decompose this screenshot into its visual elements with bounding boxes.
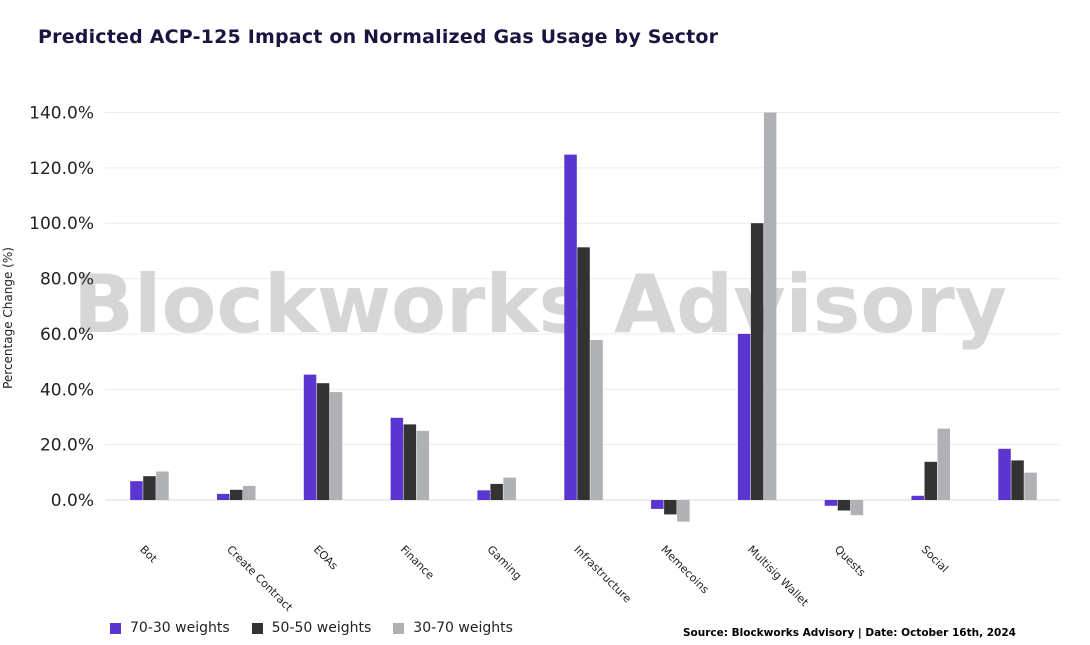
legend-swatch-30-70 (393, 622, 405, 634)
y-tick-label: 0.0% (51, 491, 94, 511)
bar-finance-s2[interactable] (416, 430, 430, 500)
x-tick-label: Create Contract (224, 543, 295, 614)
legend: 70-30 weights 50-50 weights 30-70 weight… (110, 620, 535, 636)
x-tick-label: Quests (832, 543, 868, 579)
bar-memecoins-s0[interactable] (651, 500, 664, 509)
y-tick-label: 60.0% (40, 325, 94, 345)
legend-swatch-50-50 (251, 622, 263, 634)
bar-unlabeled-s1[interactable] (1011, 460, 1024, 500)
bar-gaming-s2[interactable] (503, 477, 516, 500)
bar-quests-s2[interactable] (850, 500, 864, 516)
legend-label: 50-50 weights (271, 620, 372, 636)
bar-multisig-wallet-s0[interactable] (737, 333, 751, 500)
bars (130, 112, 1037, 522)
y-tick-label: 40.0% (40, 380, 94, 400)
bar-create-contract-s0[interactable] (217, 493, 230, 500)
bar-unlabeled-s0[interactable] (998, 448, 1011, 500)
bar-gaming-s1[interactable] (490, 483, 503, 500)
bar-social-s0[interactable] (911, 495, 925, 500)
legend-item-70-30[interactable]: 70-30 weights (110, 620, 230, 636)
x-tick-label: Memecoins (658, 543, 711, 596)
bar-multisig-wallet-s1[interactable] (750, 223, 764, 500)
legend-label: 70-30 weights (130, 620, 230, 636)
bar-bot-s0[interactable] (130, 481, 143, 500)
bar-infrastructure-s1[interactable] (577, 247, 590, 500)
bar-infrastructure-s2[interactable] (590, 340, 603, 500)
x-tick-label: Social (919, 543, 951, 575)
bar-memecoins-s2[interactable] (677, 500, 690, 522)
bar-eoas-s0[interactable] (303, 374, 317, 500)
y-axis-label: Percentage Change (%) (1, 247, 15, 389)
x-tick-label: EOAs (311, 543, 341, 573)
y-tick-label: 120.0% (29, 159, 94, 179)
y-tick-label: 20.0% (40, 436, 94, 456)
bar-finance-s1[interactable] (403, 424, 417, 500)
y-tick-labels: 0.0% 20.0% 40.0% 60.0% 80.0% 100.0% 120.0% 140.… (29, 104, 94, 512)
source-note: Source: Blockworks Advisory | Date: Octo… (683, 627, 1016, 639)
legend-item-30-70[interactable]: 30-70 weights (393, 620, 513, 636)
bar-create-contract-s2[interactable] (243, 485, 256, 500)
bar-multisig-wallet-s2[interactable] (763, 112, 777, 501)
x-tick-label: Multisig Wallet (745, 543, 811, 609)
bar-social-s2[interactable] (937, 428, 951, 500)
bar-eoas-s2[interactable] (329, 392, 343, 500)
y-tick-label: 140.0% (29, 104, 94, 124)
bar-eoas-s1[interactable] (316, 383, 330, 500)
x-tick-label: Finance (398, 543, 437, 582)
bar-memecoins-s1[interactable] (664, 500, 677, 515)
bar-quests-s1[interactable] (837, 500, 851, 511)
chart-title: Predicted ACP-125 Impact on Normalized G… (38, 26, 719, 48)
bar-social-s1[interactable] (924, 461, 938, 500)
x-tick-label: Infrastructure (571, 543, 634, 606)
legend-item-50-50[interactable]: 50-50 weights (251, 620, 372, 636)
bar-unlabeled-s2[interactable] (1024, 472, 1037, 500)
x-tick-label: Gaming (485, 543, 525, 583)
bar-quests-s0[interactable] (824, 500, 838, 506)
y-tick-label: 100.0% (29, 214, 94, 234)
bar-create-contract-s1[interactable] (230, 489, 243, 500)
legend-label: 30-70 weights (413, 620, 513, 636)
bar-gaming-s0[interactable] (477, 490, 490, 500)
y-tick-label: 80.0% (40, 270, 94, 290)
bar-bot-s1[interactable] (143, 476, 156, 500)
watermark: Blockworks Advisory (73, 258, 1007, 351)
legend-swatch-70-30 (110, 622, 121, 634)
bar-infrastructure-s0[interactable] (564, 154, 577, 500)
bar-bot-s2[interactable] (156, 471, 169, 501)
x-tick-label: Bot (137, 543, 160, 566)
bar-finance-s0[interactable] (390, 417, 404, 500)
x-tick-labels: Bot Create Contract EOAs Finance Gaming Infra… (137, 543, 951, 614)
